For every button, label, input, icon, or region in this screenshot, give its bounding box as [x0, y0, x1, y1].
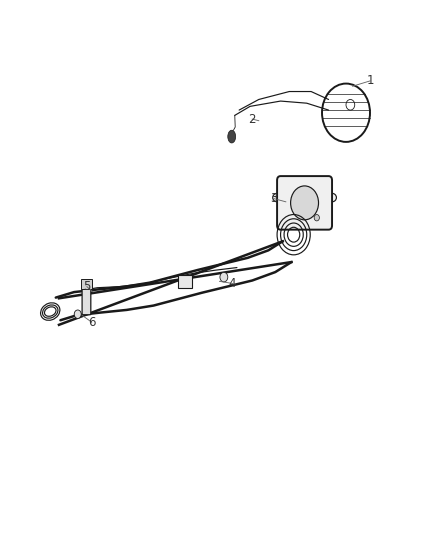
Text: 5: 5	[83, 280, 90, 293]
FancyBboxPatch shape	[276, 176, 331, 230]
Text: 4: 4	[228, 277, 236, 290]
FancyBboxPatch shape	[81, 279, 92, 289]
Text: 1: 1	[365, 75, 373, 87]
Text: 2: 2	[248, 112, 255, 126]
Circle shape	[314, 215, 319, 221]
Text: 6: 6	[88, 316, 95, 329]
FancyBboxPatch shape	[177, 275, 191, 288]
Ellipse shape	[327, 193, 336, 202]
Text: 3: 3	[270, 192, 277, 205]
Ellipse shape	[227, 130, 235, 143]
Circle shape	[219, 272, 227, 282]
Circle shape	[74, 310, 81, 318]
Circle shape	[290, 186, 318, 220]
FancyBboxPatch shape	[82, 285, 91, 315]
Ellipse shape	[272, 193, 281, 202]
